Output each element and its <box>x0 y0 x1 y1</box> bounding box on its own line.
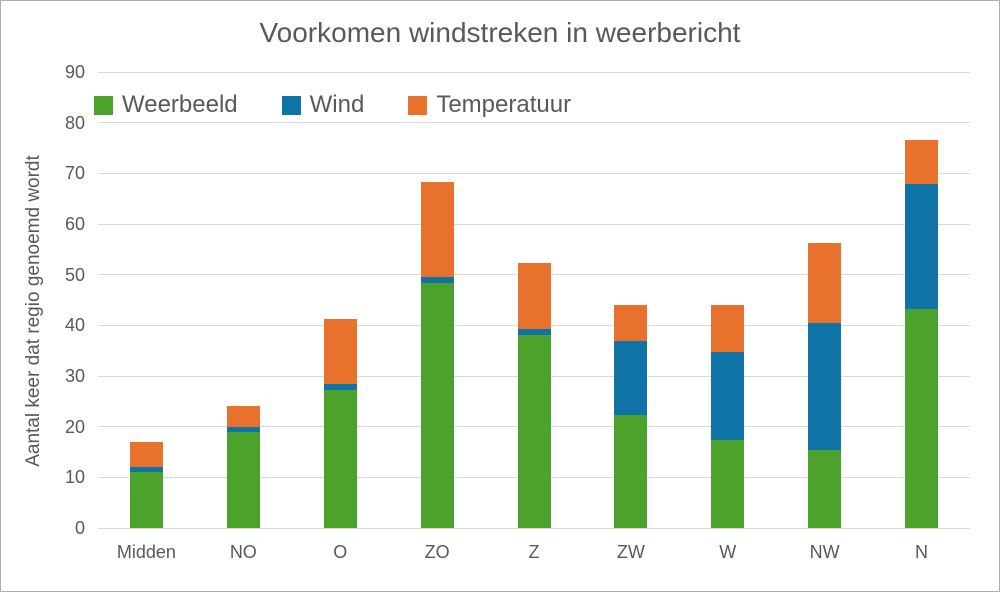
legend-item-weerbeeld: Weerbeeld <box>94 93 238 117</box>
x-tick-label-o: O <box>333 542 348 562</box>
bar-segment-temperatuur-nw <box>808 243 842 324</box>
bar-segment-wind-o <box>323 384 357 390</box>
bar-segment-wind-n <box>905 183 939 309</box>
bar-segment-temperatuur-o <box>323 318 357 385</box>
bar-segment-temperatuur-n <box>905 139 939 184</box>
legend-swatch-weerbeeld <box>94 95 113 115</box>
bar-segment-wind-midden <box>129 467 163 473</box>
bar-segment-wind-z <box>517 329 551 336</box>
y-tick-label-40: 40 <box>64 315 85 336</box>
x-tick-label-no: NO <box>229 542 257 562</box>
y-tick-label-70: 70 <box>64 163 85 184</box>
legend-item-temperatuur: Temperatuur <box>408 93 571 117</box>
chart-title: Voorkomen windstreken in weerbericht <box>259 17 741 48</box>
y-tick-label-30: 30 <box>64 366 85 386</box>
bar-segment-wind-zo <box>420 277 454 284</box>
bar-segment-weerbeeld-n <box>905 308 939 528</box>
bar-segment-temperatuur-w <box>711 304 745 352</box>
bar-segment-wind-zw <box>614 340 648 415</box>
y-tick-label-20: 20 <box>64 416 85 437</box>
legend-swatch-temperatuur <box>408 95 428 115</box>
bar-segment-temperatuur-zo <box>420 181 454 278</box>
bar-segment-temperatuur-zw <box>614 304 648 341</box>
x-tick-label-zw: ZW <box>616 542 645 562</box>
bar-segment-weerbeeld-w <box>711 439 745 528</box>
bar-segment-weerbeeld-z <box>517 335 551 528</box>
bar-segment-temperatuur-midden <box>129 441 163 468</box>
gridline-70 <box>98 172 970 174</box>
legend-label-temperatuur: Temperatuur <box>436 91 572 118</box>
y-tick-label-60: 60 <box>64 214 85 234</box>
legend-swatch-wind <box>281 95 301 115</box>
bar-segment-wind-w <box>711 351 745 440</box>
bar-segment-weerbeeld-zo <box>420 283 454 528</box>
legend-label-wind: Wind <box>309 91 365 118</box>
legend: Weerbeeld Wind Temperatuur <box>94 93 571 117</box>
x-tick-label-zo: ZO <box>424 542 450 562</box>
y-tick-label-90: 90 <box>64 62 85 82</box>
y-tick-label-50: 50 <box>64 264 85 285</box>
gridline-90 <box>98 71 970 73</box>
bar-segment-temperatuur-z <box>517 263 551 330</box>
legend-label-weerbeeld: Weerbeeld <box>122 91 238 118</box>
gridline-80 <box>98 122 970 124</box>
y-tick-label-80: 80 <box>64 112 85 133</box>
bar-segment-weerbeeld-nw <box>808 449 842 528</box>
x-tick-label-nw: NW <box>809 542 840 562</box>
bar-segment-wind-no <box>226 426 260 432</box>
y-tick-label-10: 10 <box>64 467 85 488</box>
bar-segment-wind-nw <box>808 323 842 450</box>
legend-item-wind: Wind <box>281 91 365 118</box>
gridline-0 <box>98 527 970 529</box>
x-tick-label-w: W <box>719 542 737 562</box>
x-tick-label-z: Z <box>528 542 540 562</box>
y-tick-label-0: 0 <box>74 518 85 538</box>
bar-segment-weerbeeld-zw <box>614 415 648 528</box>
x-tick-label-n: N <box>915 542 929 562</box>
gridline-60 <box>98 223 970 225</box>
bar-segment-weerbeeld-no <box>226 431 260 528</box>
bar-segment-temperatuur-no <box>226 406 260 427</box>
x-tick-label-midden: Midden <box>116 542 176 562</box>
bar-segment-weerbeeld-midden <box>129 472 163 528</box>
bar-segment-weerbeeld-o <box>323 389 357 528</box>
